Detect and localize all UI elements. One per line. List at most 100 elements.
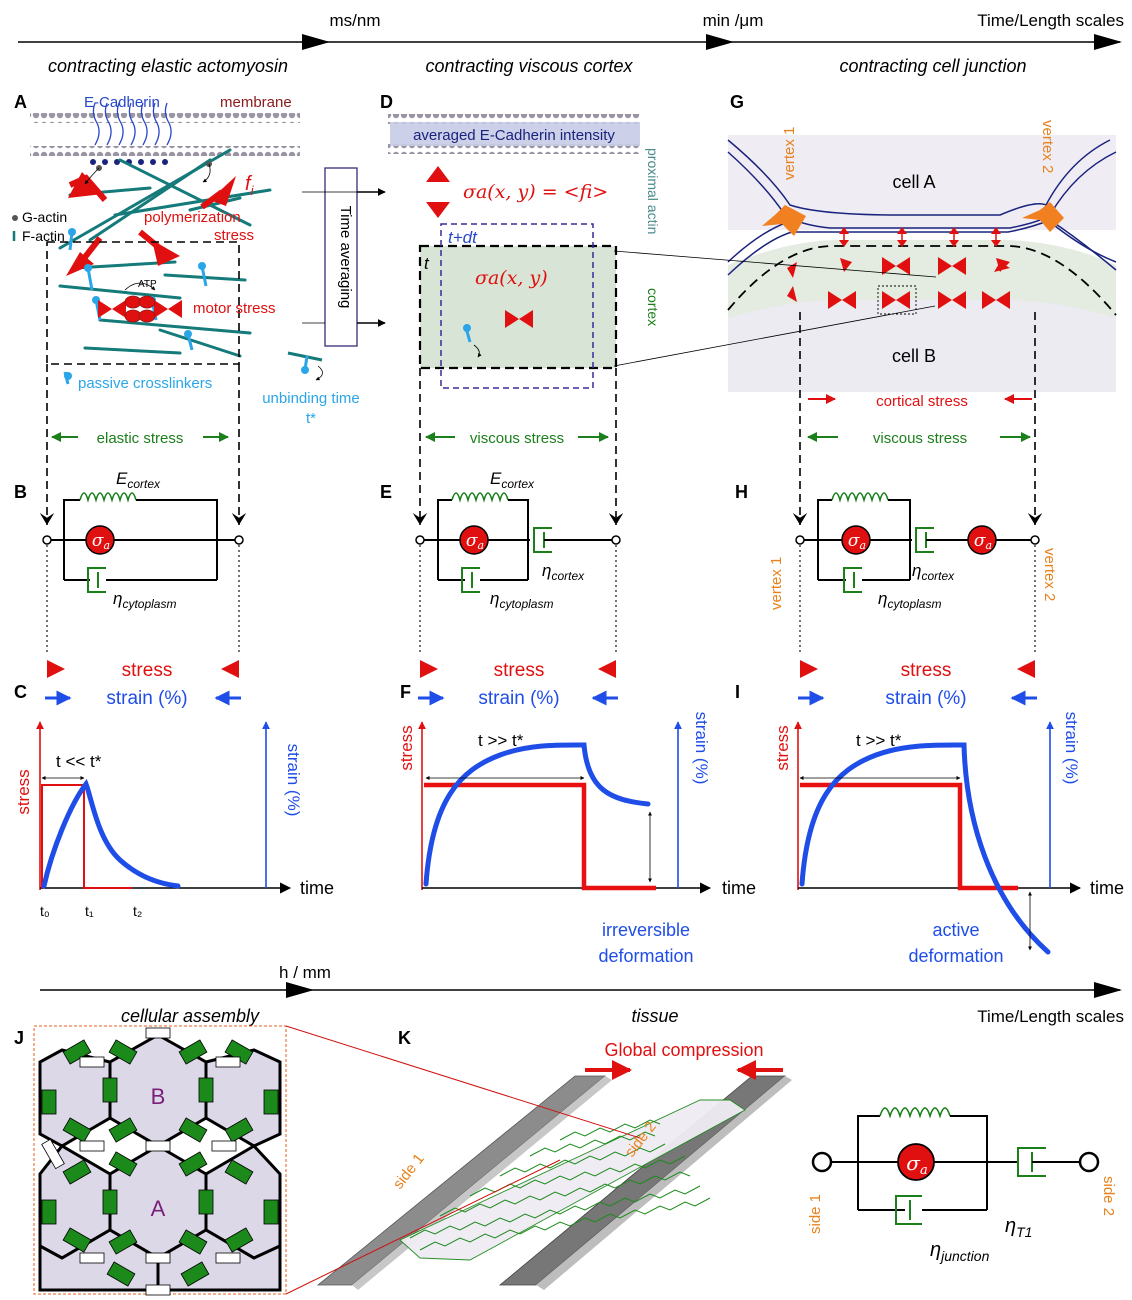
label-side2-right: side 2 [1100,1176,1117,1216]
label-e-cadherin: E-Cadherin [84,94,160,111]
label-strain-c: strain (%) [106,688,187,709]
label-sigma-average: σa(x, y) = <fi> [463,181,608,203]
scale-ms-nm: ms/nm [330,11,381,30]
panel-label-b: B [14,482,27,502]
panel-a-zoom-box [46,241,240,365]
label-cell-b: cell B [892,346,936,366]
label-deformation-f: deformation [598,946,693,966]
label-cortex: cortex [645,288,661,326]
label-vertex2-h: vertex 2 [1041,548,1058,601]
top-scale-bar: ms/nm min /μm Time/Length scales [18,11,1124,50]
sigma-h-2: σa [974,531,992,552]
scale-min-um: min /μm [703,11,764,30]
sigma-b: σa [92,531,110,552]
label-unbinding-time: unbinding time [262,390,360,407]
graph-i [794,721,1082,955]
note-f: t >> t* [478,731,524,750]
panel-h-circuit [795,492,1040,593]
label-e-cortex-b: Ecortex [116,469,161,491]
label-tissue: tissue [631,1006,678,1026]
panel-e-circuit [415,492,621,593]
sigma-h-1: σa [848,531,866,552]
label-t-plus-dt: t+dt [448,228,478,247]
panel-label-a: A [14,92,27,112]
time-averaging-block [287,167,386,381]
label-fi: fi [245,173,255,198]
panel-label-j: J [14,1028,24,1048]
label-averaged-ecadherin: averaged E-Cadherin intensity [413,127,615,144]
label-vertex2-g: vertex 2 [1039,120,1056,173]
label-eta-cyto-b: ηcytoplasm [113,589,176,611]
label-cortical-stress: cortical stress [876,393,968,410]
label-active: active [932,920,979,940]
stress-strain-markers [45,660,1037,706]
label-sigma-local: σa(x, y) [475,267,548,289]
note-c: t << t* [56,752,102,771]
axis-time-c: time [300,878,334,898]
panel-label-e: E [380,482,392,502]
label-cell-b-j: B [151,1084,166,1109]
axis-stress-c: stress [14,769,33,814]
label-stress-c: stress [122,660,173,681]
label-passive-crosslinkers: passive crosslinkers [78,375,212,392]
label-eta-cortex-h: ηcortex [912,561,955,583]
label-viscous-stress-h: viscous stress [873,430,967,447]
label-viscous-stress-e: viscous stress [470,430,564,447]
label-atp: ATP [138,279,157,290]
column-title-viscous: contracting viscous cortex [425,56,633,76]
guide-dashed-lines [39,312,1043,655]
label-eta-junction: ηjunction [930,1239,990,1264]
label-t-star: t* [306,410,316,427]
column-title-elastic: contracting elastic actomyosin [48,56,288,76]
axis-strain-c: strain (%) [284,744,303,817]
label-time-averaging: Time averaging [337,206,354,309]
label-eta-cortex-e: ηcortex [542,561,585,583]
panel-g-cell-junction [613,135,1117,392]
right-model-circuit [811,1107,1100,1225]
sigma-right: σa [906,1151,927,1178]
panel-b-circuit [42,492,244,593]
panel-label-k: K [398,1028,411,1048]
label-proximal-actin: proximal actin [645,148,661,234]
label-motor-stress: motor stress [193,300,276,317]
label-irreversible: irreversible [602,920,690,940]
panel-d-viscous-cortex [388,114,640,389]
label-membrane: membrane [220,94,292,111]
note-i: t >> t* [856,731,902,750]
scale-label-top: Time/Length scales [977,11,1124,30]
panel-label-h: H [735,482,748,502]
label-cellular-assembly: cellular assembly [121,1006,260,1026]
label-eta-cyto-e: ηcytoplasm [490,589,553,611]
panel-j-hexagonal-assembly [33,1025,287,1296]
tick-t2: t₂ [133,903,142,919]
label-deformation-i: deformation [908,946,1003,966]
label-elastic-stress: elastic stress [97,430,184,447]
label-side1-right: side 1 [807,1194,824,1234]
label-global-compression: Global compression [604,1040,763,1060]
graph-f [418,721,712,894]
panel-label-f: F [400,682,411,702]
label-cell-a: cell A [892,172,935,192]
panel-label-c: C [14,682,27,702]
graph-c [36,721,292,894]
label-side1-k: side 1 [390,1150,428,1192]
panel-label-g: G [730,92,744,112]
tick-t0: t₀ [40,903,50,919]
scale-h-mm: h / mm [279,963,331,982]
panel-k-tissue [285,1025,792,1295]
label-polymerization-stress: stress [214,227,254,244]
label-e-cortex-e: Ecortex [490,469,535,491]
label-g-actin: G-actin [22,209,67,225]
scale-label-bottom: Time/Length scales [977,1007,1124,1026]
label-eta-cyto-h: ηcytoplasm [878,589,941,611]
label-f-actin: F-actin [22,228,65,244]
bottom-scale-bar: h / mm Time/Length scales [40,963,1124,1026]
label-cell-a-j: A [151,1196,166,1221]
panel-label-i: I [735,682,740,702]
label-eta-t1: ηT1 [1005,1215,1032,1240]
label-stress-f: stress [494,660,545,681]
label-strain-i: strain (%) [885,688,966,709]
sigma-e: σa [466,531,484,552]
label-vertex1-g: vertex 1 [781,127,798,180]
